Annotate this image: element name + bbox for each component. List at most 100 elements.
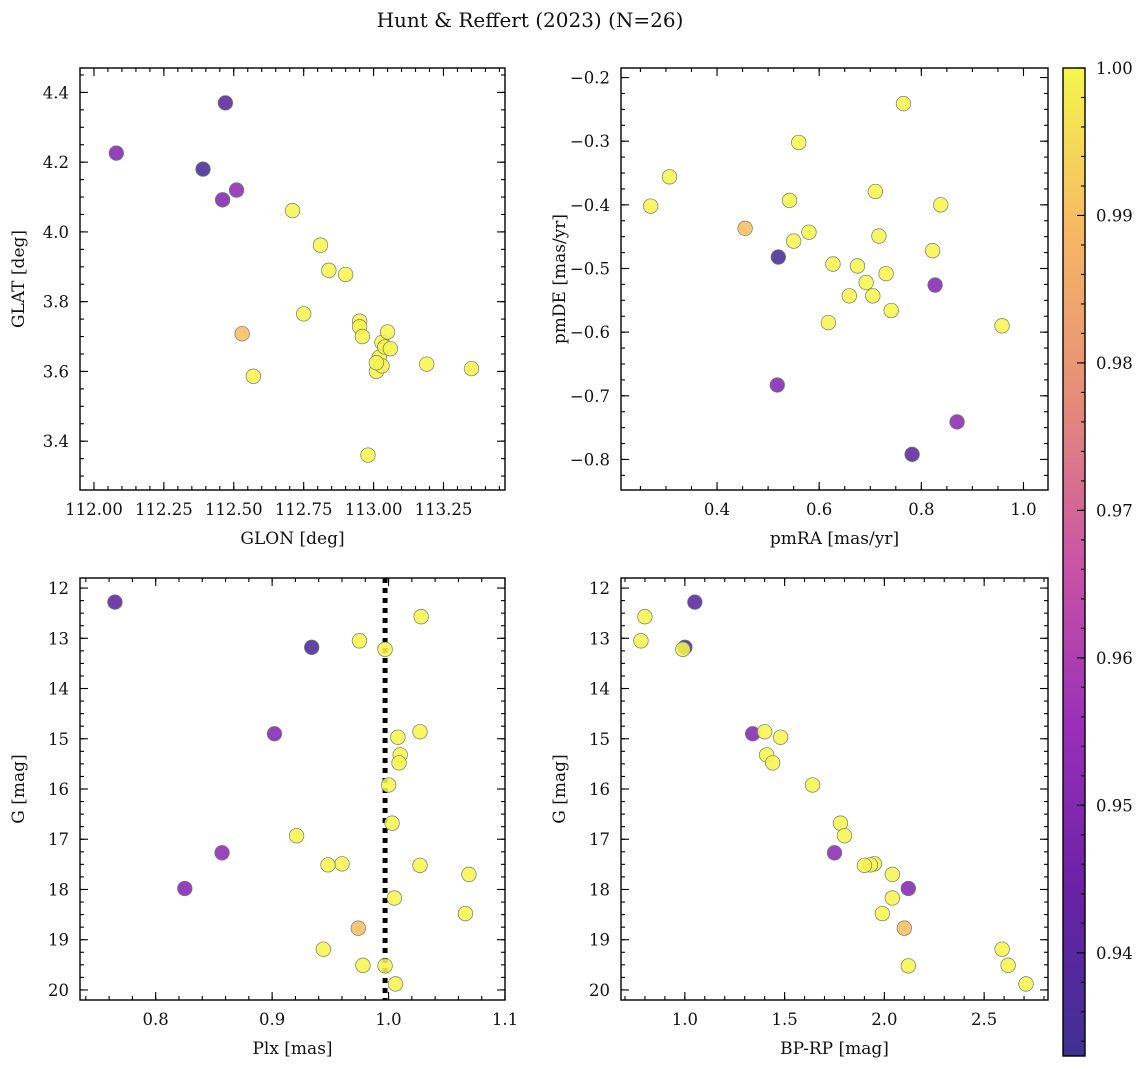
data-point	[896, 920, 912, 936]
panels: 112.00 112.25 112.50 112.75 113.00 113.25 3.4 3…	[9, 67, 1049, 1059]
data-point	[949, 414, 965, 430]
data-point	[368, 355, 385, 371]
data-point	[675, 641, 691, 657]
y-tick-label: 18	[48, 880, 69, 899]
y-tick-label: −0.4	[570, 196, 610, 215]
y-tick-label: 17	[48, 830, 69, 849]
data-point	[386, 890, 403, 906]
x-tick-label: 0.8	[143, 1010, 169, 1029]
y-tick-label: 17	[589, 830, 610, 849]
data-point	[337, 266, 354, 283]
x-tick-label: 112.00	[65, 500, 123, 519]
data-point	[228, 182, 245, 198]
y-tick-label: 13	[48, 629, 69, 648]
data-point	[867, 183, 884, 200]
x-tick-label: 113.00	[345, 500, 403, 519]
x-tick-label: 1.0	[375, 1010, 401, 1029]
data-point	[412, 857, 428, 874]
x-tick-label: 0.9	[259, 1010, 285, 1029]
y-tick-label: −0.8	[570, 450, 610, 469]
y-tick-label: −0.2	[570, 69, 610, 88]
y-tick-label: 3.4	[43, 432, 69, 451]
data-point	[825, 256, 841, 272]
data-point	[804, 777, 821, 793]
x-tick-label: 112.25	[135, 500, 193, 519]
data-point	[320, 857, 336, 873]
x-axis-label: BP-RP [mag]	[780, 1039, 889, 1059]
y-tick-label: 13	[589, 629, 610, 648]
data-point	[312, 237, 329, 253]
data-point	[836, 828, 853, 844]
y-tick-label: 3.6	[43, 362, 69, 381]
x-tick-label: 0.8	[908, 500, 934, 519]
y-axis-label: GLAT [deg]	[9, 230, 29, 328]
data-point	[820, 314, 837, 331]
y-tick-label: 3.8	[43, 293, 69, 312]
y-tick-label: 12	[589, 579, 610, 598]
data-point	[769, 377, 785, 393]
colorbar-tick-label: 0.97	[1096, 501, 1133, 520]
y-tick-label: 12	[48, 579, 69, 598]
data-point	[895, 95, 912, 112]
data-point	[642, 198, 659, 214]
data-point	[884, 890, 901, 906]
data-point	[781, 192, 798, 209]
y-tick-label: −0.6	[570, 323, 610, 342]
data-point	[354, 328, 371, 345]
y-tick-label: −0.5	[570, 259, 610, 278]
data-point	[883, 302, 899, 319]
data-point	[791, 134, 807, 151]
y-tick-label: 4.0	[43, 223, 69, 242]
data-point	[856, 857, 873, 874]
data-point	[350, 920, 366, 936]
data-point	[266, 726, 283, 742]
figure-title: Hunt & Reffert (2023) (N=26)	[377, 8, 684, 32]
axes-frame	[620, 577, 1049, 1001]
y-tick-label: 16	[589, 780, 610, 799]
colorbar: 0.94 0.95 0.96 0.97 0.98 0.99 1.00	[1062, 59, 1133, 1057]
colorbar-gradient	[1063, 68, 1085, 1056]
y-tick-label: 16	[48, 780, 69, 799]
x-tick-label: 0.4	[704, 500, 730, 519]
y-tick-label: 20	[589, 981, 610, 1000]
data-point	[288, 828, 305, 844]
y-tick-label: 20	[48, 981, 69, 1000]
data-point	[757, 724, 773, 740]
x-tick-label: 1.0	[1010, 500, 1036, 519]
x-axis-label: pmRA [mas/yr]	[770, 529, 899, 549]
colorbar-tick-label: 1.00	[1096, 59, 1133, 78]
data-point	[355, 957, 371, 973]
x-tick-label: 0.6	[806, 500, 832, 519]
data-point	[351, 633, 368, 649]
data-point	[841, 288, 857, 304]
data-point	[334, 856, 350, 872]
x-tick-label: 2.5	[971, 1010, 997, 1029]
data-point	[884, 866, 901, 883]
data-point	[994, 318, 1010, 334]
x-tick-label: 112.75	[275, 500, 333, 519]
x-axis-label: Plx [mas]	[252, 1039, 332, 1059]
y-tick-label: −0.7	[570, 387, 610, 406]
data-point	[633, 633, 649, 649]
y-tick-label: 4.2	[43, 153, 69, 172]
data-point	[107, 594, 123, 610]
y-tick-label: −0.3	[570, 132, 610, 151]
data-point	[377, 641, 393, 657]
data-point	[858, 274, 874, 291]
panel-glon-glat: 112.00 112.25 112.50 112.75 113.00 113.25 3.4 3…	[9, 67, 506, 549]
data-point	[380, 777, 397, 793]
y-tick-label: 15	[589, 730, 610, 749]
data-point	[214, 845, 230, 861]
data-point	[900, 880, 916, 897]
data-point	[770, 249, 786, 265]
data-point	[390, 729, 406, 745]
data-point	[321, 262, 337, 278]
panel-pm: 0.4 0.6 0.8 1.0 −0.8 −0.7 −0.6 −0.5 −0.4 −0.3 −0.2…	[550, 67, 1049, 549]
data-point	[234, 326, 250, 342]
x-tick-label: 1.5	[771, 1010, 797, 1029]
data-point	[661, 169, 678, 185]
y-tick-label: 15	[48, 730, 69, 749]
data-point	[1000, 957, 1016, 973]
data-point	[457, 905, 474, 922]
data-point	[801, 224, 817, 240]
